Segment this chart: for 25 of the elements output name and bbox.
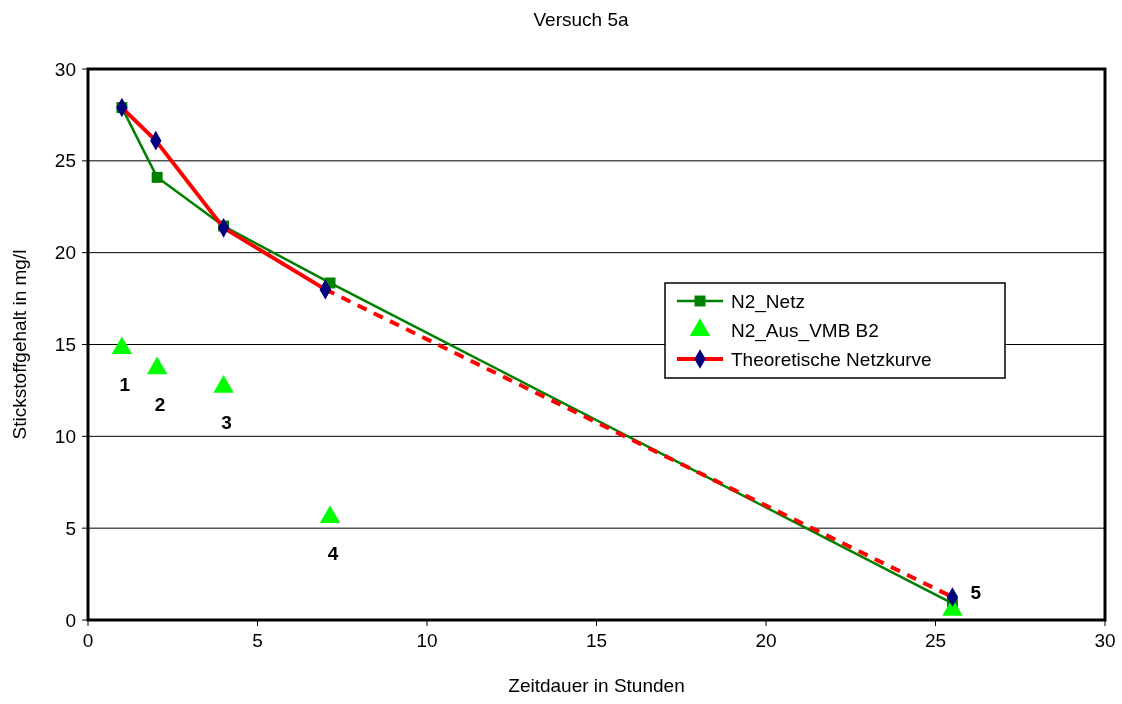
y-tick-label: 10 (54, 425, 76, 447)
x-tick-label: 30 (1094, 630, 1116, 651)
annotation: 2 (154, 394, 166, 416)
annotation: 1 (119, 373, 131, 395)
y-tick-label: 5 (65, 517, 76, 539)
y-tick-label: 30 (54, 58, 76, 80)
annotation: 3 (221, 412, 232, 434)
y-tick-label: 15 (54, 334, 76, 356)
legend-label: N2_Aus_VMB B2 (731, 319, 879, 342)
legend-label: N2_Netz (731, 290, 805, 313)
y-tick-label: 0 (65, 609, 76, 631)
x-tick-label: 5 (252, 630, 263, 651)
x-axis-title: Zeitdauer in Stunden (508, 675, 685, 696)
legend-label: Theoretische Netzkurve (731, 348, 932, 370)
annotation: 5 (970, 581, 982, 603)
chart-title: Versuch 5a (533, 9, 629, 30)
x-tick-label: 10 (416, 630, 438, 651)
y-axis-title: Stickstoffgehalt in mg/l (9, 249, 30, 440)
annotation: 4 (327, 542, 339, 564)
x-tick-label: 25 (924, 630, 947, 651)
x-tick-label: 0 (82, 630, 94, 651)
x-tick-label: 20 (755, 630, 777, 651)
y-tick-label: 25 (54, 150, 76, 172)
y-tick-label: 20 (54, 242, 76, 264)
x-tick-label: 15 (585, 630, 608, 651)
